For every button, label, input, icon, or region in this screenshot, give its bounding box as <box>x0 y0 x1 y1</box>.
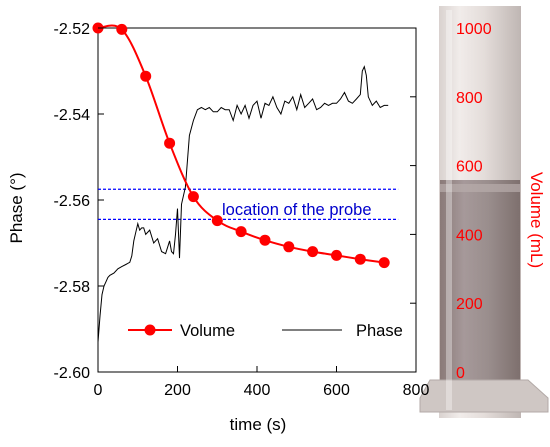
legend-volume-marker <box>144 324 156 336</box>
y-tick-label-right: 1000 <box>456 21 492 38</box>
legend: Volume Phase <box>128 322 403 340</box>
volume-point <box>259 234 271 246</box>
y-tick-label-right: 200 <box>456 296 483 313</box>
y-tick-label-right: 0 <box>456 365 465 382</box>
volume-point <box>331 249 342 261</box>
volume-point <box>354 253 366 265</box>
volume-point <box>378 257 390 269</box>
x-tick-label: 400 <box>244 382 271 399</box>
y-tick-label-right: 800 <box>456 90 483 107</box>
axes: 0 200 400 600 800 -2.52 -2.54 -2.56 -2.58 -2.60 10… <box>54 21 492 399</box>
x-tick-label: 200 <box>164 382 191 399</box>
probe-annotation: location of the probe <box>222 201 372 219</box>
y-tick-label-left: -2.58 <box>54 279 91 296</box>
x-tick-label: 800 <box>403 382 430 399</box>
y-axis-title-left: Phase (°) <box>7 172 26 243</box>
phase-line <box>97 65 389 342</box>
volume-point <box>235 226 247 238</box>
x-axis-title: time (s) <box>230 415 287 434</box>
y-axis-title-right: Volume (mL) <box>527 172 546 268</box>
volume-series <box>92 22 390 269</box>
y-tick-label-left: -2.54 <box>54 107 91 124</box>
volume-point <box>211 215 223 227</box>
volume-point <box>187 191 199 203</box>
legend-volume-label: Volume <box>180 322 235 340</box>
graduated-cylinder-image <box>419 6 549 418</box>
y-tick-label-left: -2.60 <box>54 365 91 382</box>
y-tick-label-left: -2.52 <box>54 21 91 38</box>
y-tick-label-right: 600 <box>456 159 483 176</box>
volume-point <box>164 137 176 149</box>
y-tick-label-left: -2.56 <box>54 193 91 210</box>
legend-phase-label: Phase <box>356 322 403 340</box>
phase-series <box>97 65 389 342</box>
x-tick-label: 600 <box>323 382 350 399</box>
y-tick-label-right: 400 <box>456 227 483 244</box>
x-tick-label: 0 <box>94 382 103 399</box>
volume-point <box>116 23 128 35</box>
volume-point <box>140 70 152 82</box>
probe-lines <box>98 188 399 220</box>
volume-point <box>283 241 295 253</box>
volume-point <box>307 246 319 258</box>
